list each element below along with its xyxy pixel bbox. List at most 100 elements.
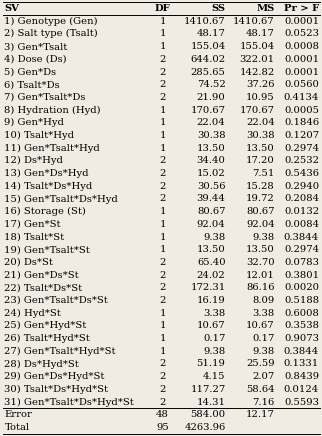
Text: 13.50: 13.50 [197,245,225,254]
Text: 21) Gen*Ds*St: 21) Gen*Ds*St [5,271,79,279]
Text: 0.0560: 0.0560 [284,80,319,89]
Text: 322.01: 322.01 [240,55,275,64]
Text: 117.27: 117.27 [190,385,225,394]
Text: 0.2974: 0.2974 [284,245,319,254]
Text: 1410.67: 1410.67 [233,17,275,26]
Text: 13.50: 13.50 [246,144,275,153]
Text: 30.38: 30.38 [197,131,225,140]
Text: Total: Total [5,423,30,432]
Text: Pr > F: Pr > F [284,4,319,13]
Text: 30) Tsalt*Ds*Hyd*St: 30) Tsalt*Ds*Hyd*St [5,385,109,394]
Text: 2) Salt type (Tsalt): 2) Salt type (Tsalt) [5,29,98,38]
Text: 2: 2 [159,55,166,64]
Text: 13.50: 13.50 [246,245,275,254]
Text: 14) Tsalt*Ds*Hyd: 14) Tsalt*Ds*Hyd [5,182,93,191]
Text: 7.16: 7.16 [252,398,275,407]
Text: 22.04: 22.04 [197,118,225,127]
Text: 285.65: 285.65 [191,68,225,76]
Text: 2: 2 [159,296,166,305]
Text: 74.52: 74.52 [197,80,225,89]
Text: 1: 1 [159,245,166,254]
Text: 0.5593: 0.5593 [284,398,319,407]
Text: 15.28: 15.28 [246,182,275,191]
Text: 0.0001: 0.0001 [284,68,319,76]
Text: 0.0001: 0.0001 [284,17,319,26]
Text: 0.4134: 0.4134 [284,93,319,102]
Text: 24.02: 24.02 [197,271,225,279]
Text: 2: 2 [159,258,166,267]
Text: 0.1207: 0.1207 [284,131,319,140]
Text: 27) Gen*Tsalt*Hyd*St: 27) Gen*Tsalt*Hyd*St [5,347,116,356]
Text: 13.50: 13.50 [197,144,225,153]
Text: 0.3844: 0.3844 [284,347,319,356]
Text: 2: 2 [159,271,166,279]
Text: 0.17: 0.17 [203,334,225,343]
Text: 22.04: 22.04 [246,118,275,127]
Text: 4) Dose (Ds): 4) Dose (Ds) [5,55,67,64]
Text: 8) Hydration (Hyd): 8) Hydration (Hyd) [5,106,101,115]
Text: 32.70: 32.70 [246,258,275,267]
Text: 2: 2 [159,68,166,76]
Text: 2: 2 [159,157,166,165]
Text: 12.17: 12.17 [246,410,275,419]
Text: 95: 95 [156,423,169,432]
Text: 1: 1 [159,220,166,229]
Text: 2.07: 2.07 [252,372,275,381]
Text: 14.31: 14.31 [196,398,225,407]
Text: 2: 2 [159,194,166,204]
Text: SV: SV [5,4,19,13]
Text: 2: 2 [159,372,166,381]
Text: 0.5436: 0.5436 [284,169,319,178]
Text: 1410.67: 1410.67 [184,17,225,26]
Text: 9) Gen*Hyd: 9) Gen*Hyd [5,118,64,127]
Text: 155.04: 155.04 [240,42,275,51]
Text: 0.9073: 0.9073 [284,334,319,343]
Text: 17.20: 17.20 [246,157,275,165]
Text: 25) Gen*Hyd*St: 25) Gen*Hyd*St [5,321,87,330]
Text: 0.2084: 0.2084 [284,194,319,204]
Text: 0.0020: 0.0020 [284,283,319,292]
Text: 0.3844: 0.3844 [284,232,319,242]
Text: 48.17: 48.17 [197,29,225,38]
Text: 4.15: 4.15 [203,372,225,381]
Text: 0.1331: 0.1331 [284,360,319,368]
Text: 28) Ds*Hyd*St: 28) Ds*Hyd*St [5,359,79,368]
Text: 0.0001: 0.0001 [284,55,319,64]
Text: 12) Ds*Hyd: 12) Ds*Hyd [5,157,63,165]
Text: 155.04: 155.04 [190,42,225,51]
Text: 34.40: 34.40 [197,157,225,165]
Text: 23) Gen*Tsalt*Ds*St: 23) Gen*Tsalt*Ds*St [5,296,108,305]
Text: 4263.96: 4263.96 [184,423,225,432]
Text: 58.64: 58.64 [246,385,275,394]
Text: 3) Gen*Tsalt: 3) Gen*Tsalt [5,42,68,51]
Text: 15.02: 15.02 [197,169,225,178]
Text: 0.0132: 0.0132 [284,207,319,216]
Text: 30.38: 30.38 [246,131,275,140]
Text: 1: 1 [159,321,166,330]
Text: 1: 1 [159,207,166,216]
Text: 0.5188: 0.5188 [284,296,319,305]
Text: 2: 2 [159,283,166,292]
Text: 11) Gen*Tsalt*Hyd: 11) Gen*Tsalt*Hyd [5,143,100,153]
Text: 8.09: 8.09 [252,296,275,305]
Text: 1: 1 [159,29,166,38]
Text: 0.1846: 0.1846 [284,118,319,127]
Text: 0.2974: 0.2974 [284,144,319,153]
Text: 10) Tsalt*Hyd: 10) Tsalt*Hyd [5,131,74,140]
Text: 0.3801: 0.3801 [284,271,319,279]
Text: 10.67: 10.67 [246,321,275,330]
Text: 39.44: 39.44 [197,194,225,204]
Text: 30.56: 30.56 [197,182,225,191]
Text: 37.26: 37.26 [246,80,275,89]
Text: 0.6008: 0.6008 [284,309,319,318]
Text: 48: 48 [156,410,169,419]
Text: 584.00: 584.00 [190,410,225,419]
Text: DF: DF [155,4,170,13]
Text: 25.59: 25.59 [246,360,275,368]
Text: 2: 2 [159,398,166,407]
Text: SS: SS [212,4,225,13]
Text: 10.67: 10.67 [197,321,225,330]
Text: 7.51: 7.51 [252,169,275,178]
Text: 2: 2 [159,182,166,191]
Text: 0.0005: 0.0005 [284,106,319,115]
